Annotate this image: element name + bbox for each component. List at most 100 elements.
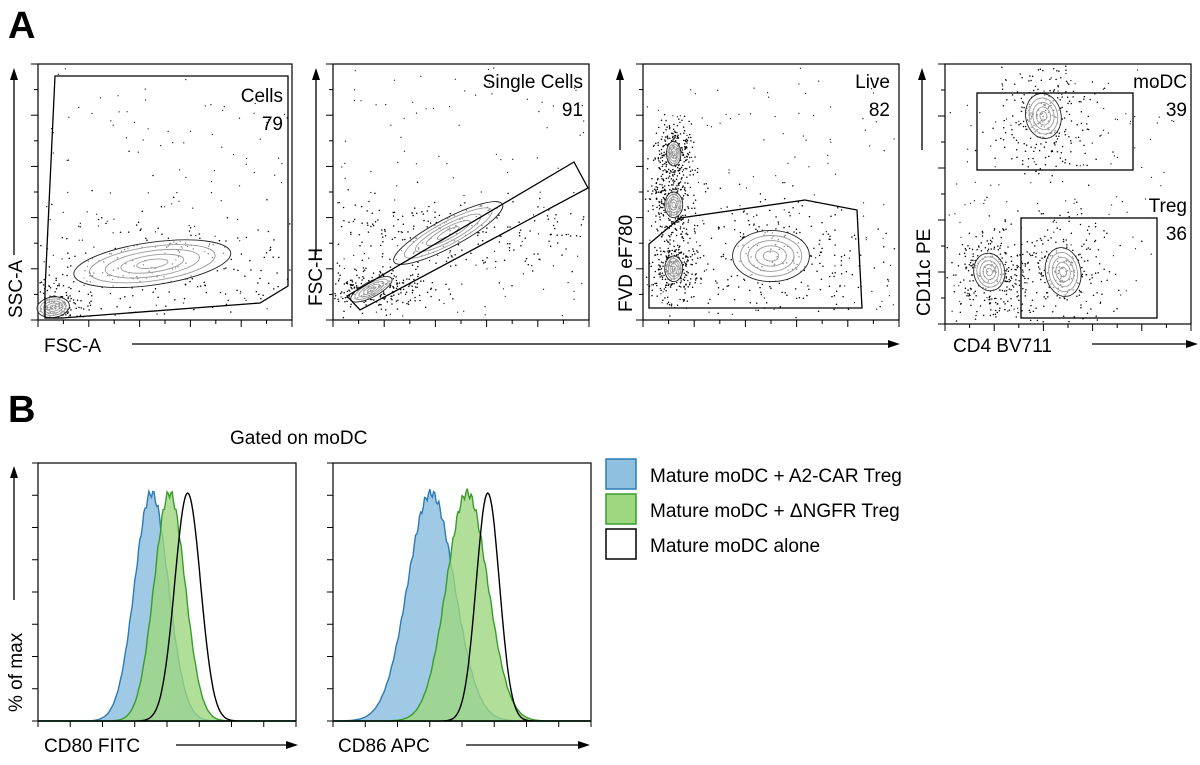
plot-fsc-ssc: Cells 79 SSC-A FSC-A <box>6 63 293 357</box>
event-dot <box>1020 97 1023 100</box>
event-dot <box>389 258 391 261</box>
event-dot <box>990 184 992 186</box>
event-dot <box>760 291 762 293</box>
event-dot <box>887 278 889 281</box>
event-dot <box>660 253 662 256</box>
event-dot <box>686 158 688 161</box>
event-dot <box>681 186 684 188</box>
event-dot <box>951 261 953 264</box>
event-dot <box>681 177 683 179</box>
event-dot <box>862 202 865 204</box>
event-dot <box>1119 244 1121 247</box>
event-dot <box>960 302 962 305</box>
event-dot <box>491 93 493 95</box>
event-dot <box>273 288 275 290</box>
event-dot <box>67 252 69 254</box>
event-dot <box>1015 283 1017 285</box>
event-dot <box>778 282 781 284</box>
event-dot <box>70 297 72 300</box>
event-dot <box>659 183 661 186</box>
event-dot <box>647 210 650 212</box>
event-dot <box>759 201 762 203</box>
event-dot <box>1014 268 1016 271</box>
event-dot <box>352 283 354 286</box>
event-dot <box>411 285 413 287</box>
event-dot <box>808 288 810 290</box>
event-dot <box>384 297 386 299</box>
event-dot <box>660 119 663 121</box>
event-dot <box>975 236 977 238</box>
event-dot <box>384 234 387 237</box>
event-dot <box>664 211 666 214</box>
event-dot <box>190 234 192 236</box>
event-dot <box>775 175 777 177</box>
event-dot <box>685 145 688 148</box>
event-dot <box>337 243 340 246</box>
event-dot <box>416 282 419 285</box>
event-dot <box>1057 86 1060 88</box>
event-dot <box>450 255 453 257</box>
event-dot <box>687 206 689 208</box>
event-dot <box>156 313 158 315</box>
event-dot <box>693 224 696 227</box>
event-dot <box>582 132 585 134</box>
event-dot <box>1058 135 1060 138</box>
event-dot <box>1158 116 1160 118</box>
event-dot <box>669 188 671 191</box>
event-dot <box>885 232 887 235</box>
event-dot <box>664 188 666 191</box>
event-dot <box>82 308 85 310</box>
event-dot <box>393 211 396 213</box>
event-dot <box>833 308 835 311</box>
event-dot <box>70 265 72 267</box>
event-dot <box>487 68 489 70</box>
event-dot <box>1073 316 1075 318</box>
event-dot <box>1085 239 1088 241</box>
event-dot <box>667 137 669 140</box>
event-dot <box>239 292 241 294</box>
event-dot <box>398 293 400 295</box>
event-dot <box>1044 235 1046 238</box>
event-dot <box>1171 120 1173 122</box>
event-dot <box>342 206 345 209</box>
event-dot <box>220 200 222 202</box>
event-dot <box>1007 270 1010 272</box>
event-dot <box>976 248 978 251</box>
event-dot <box>990 145 992 147</box>
event-dot <box>1016 266 1019 269</box>
event-dot <box>687 207 690 209</box>
event-dot <box>1083 95 1086 98</box>
event-dot <box>1000 137 1002 140</box>
event-dot <box>110 120 112 122</box>
event-dot <box>675 188 678 190</box>
axis-ticks <box>32 462 297 727</box>
event-dot <box>350 303 352 305</box>
event-dot <box>413 225 415 227</box>
contour-ring <box>732 229 810 283</box>
event-dot <box>395 300 398 302</box>
event-dot <box>1001 88 1004 90</box>
event-dot <box>396 283 398 285</box>
event-dot <box>1017 311 1019 314</box>
event-dot <box>380 304 382 306</box>
event-dot <box>1016 156 1018 159</box>
event-dot <box>393 294 395 296</box>
y-axis-arrow <box>10 68 18 255</box>
event-dot <box>1070 150 1072 153</box>
event-dot <box>338 202 341 204</box>
event-dot <box>694 199 697 201</box>
event-dot <box>502 288 505 290</box>
event-dot <box>673 123 675 126</box>
event-dot <box>500 235 502 238</box>
event-dot <box>146 239 148 241</box>
event-dot <box>428 205 430 208</box>
event-dot <box>1070 232 1073 235</box>
event-dot <box>651 178 653 180</box>
event-dot <box>1032 310 1035 313</box>
event-dot <box>662 132 665 134</box>
event-dot <box>1005 228 1007 231</box>
event-dot <box>1067 211 1069 214</box>
event-dot <box>1040 143 1042 145</box>
event-dot <box>389 285 391 288</box>
event-dot <box>1017 141 1020 144</box>
